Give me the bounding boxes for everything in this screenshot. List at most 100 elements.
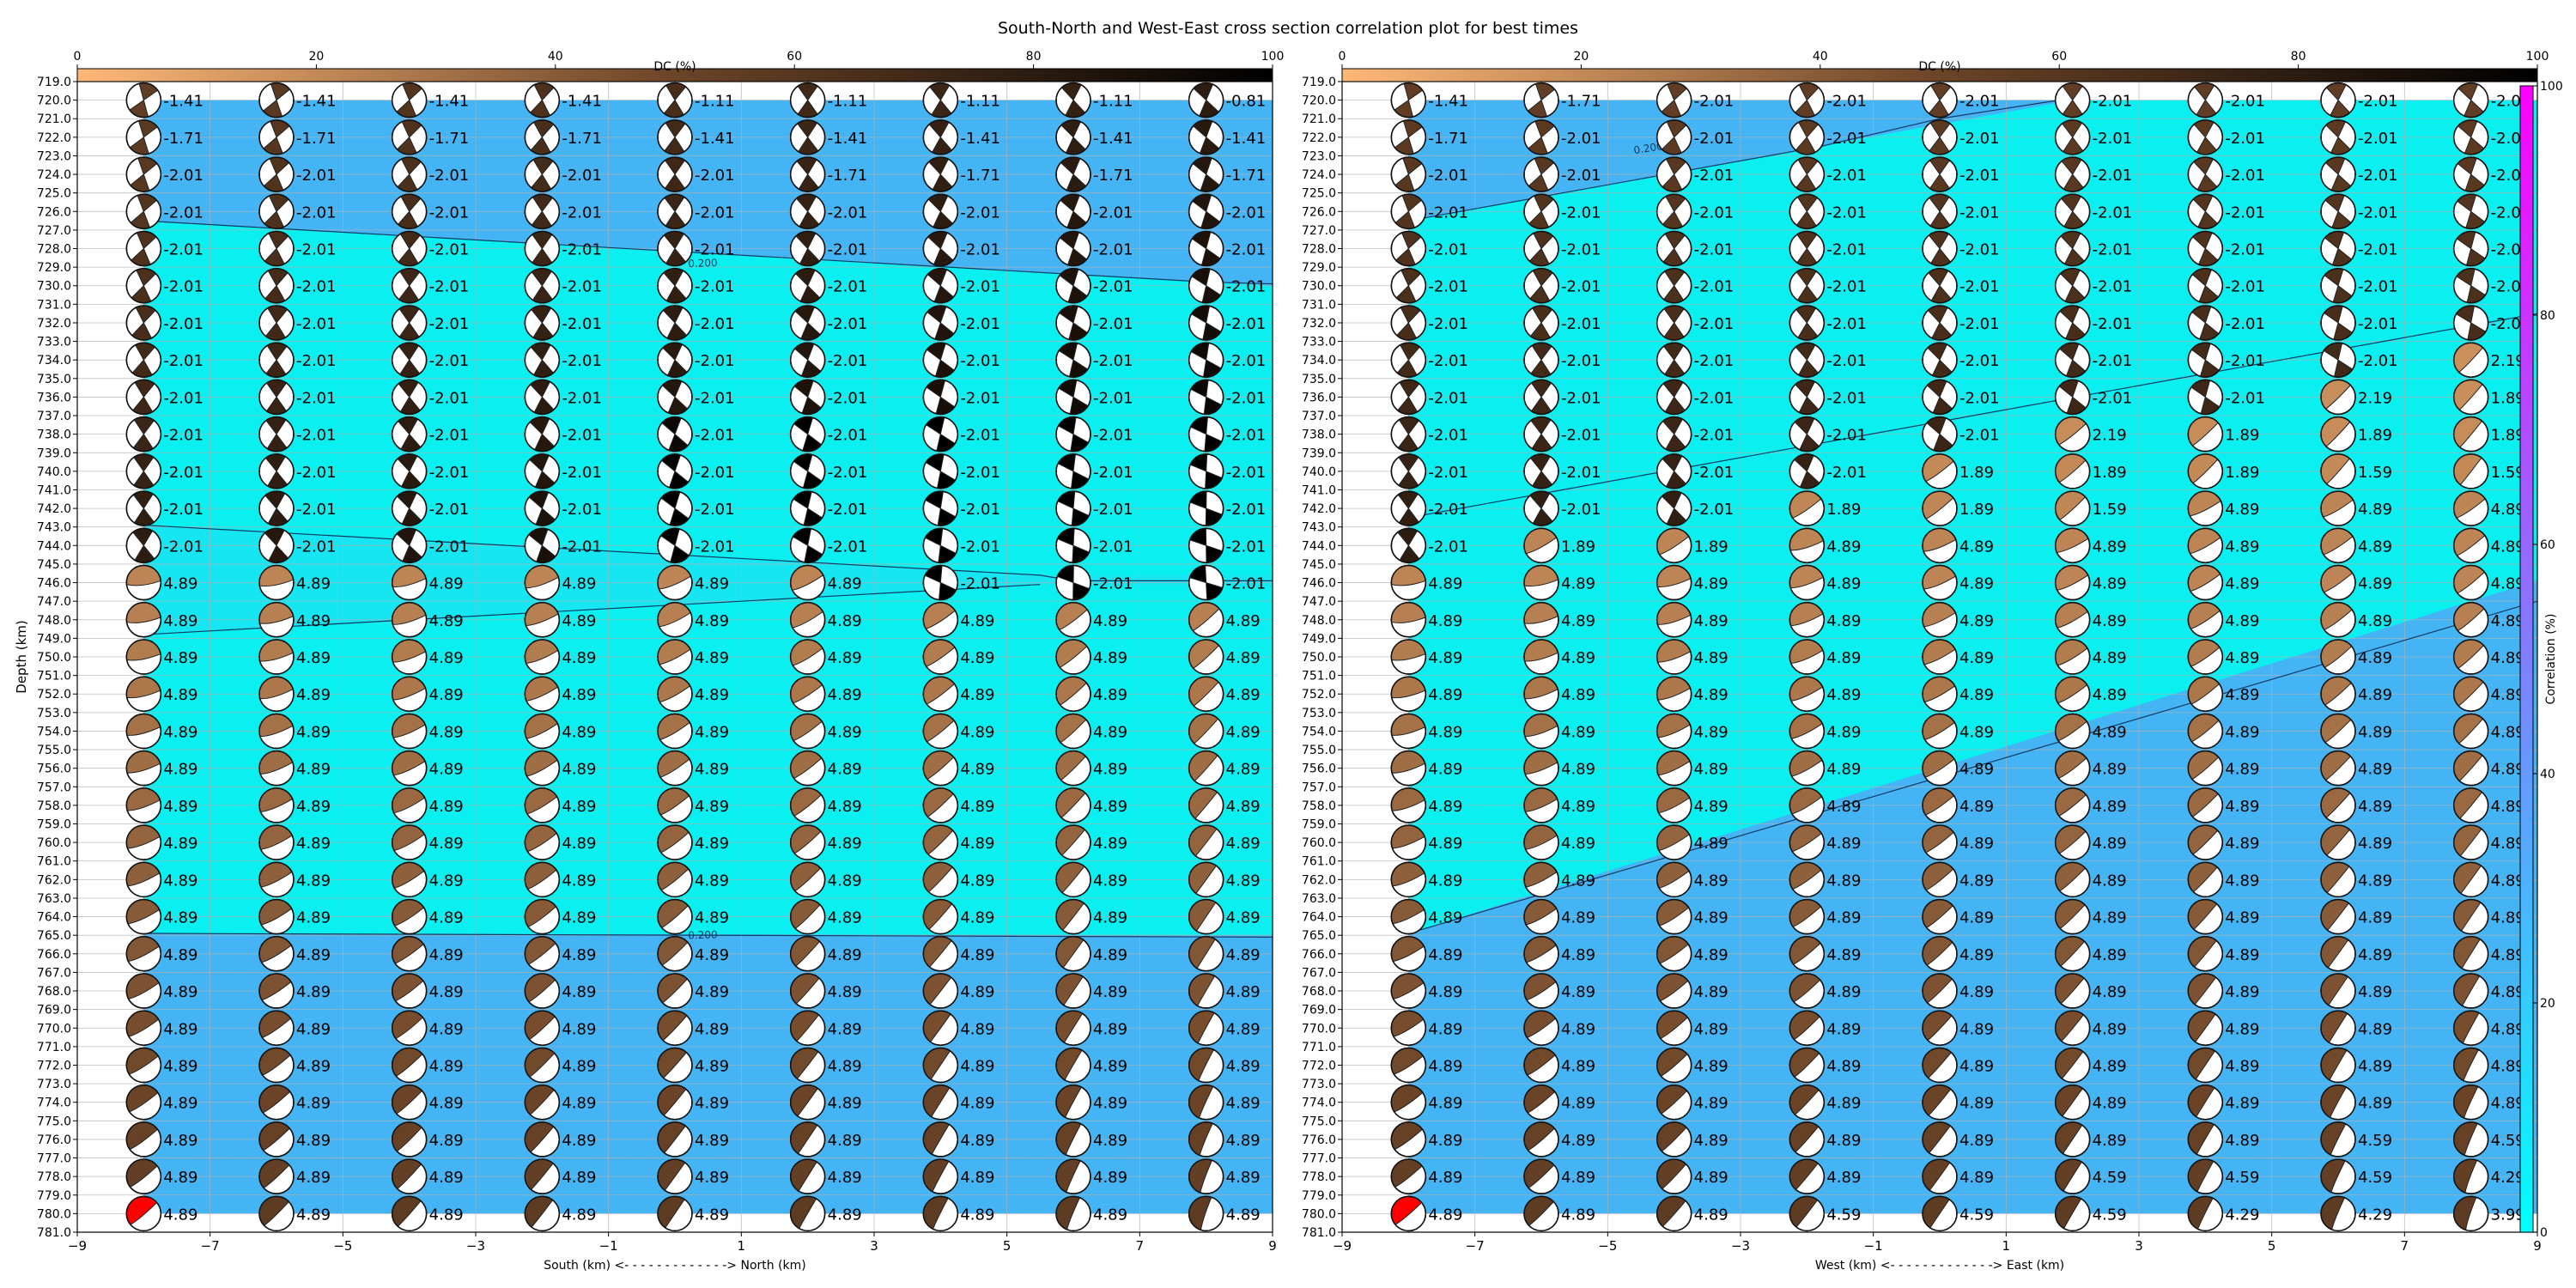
beachball	[1656, 82, 1692, 118]
time-label: -1.41	[1428, 93, 1468, 111]
y-tick-label: 723.0	[1302, 149, 1336, 163]
y-tick-label: 724.0	[37, 168, 71, 182]
time-label: -2.01	[562, 167, 602, 185]
time-label: -1.41	[960, 130, 1000, 148]
time-label: 4.89	[1561, 983, 1595, 1001]
time-label: 4.89	[2491, 872, 2525, 890]
time-label: 4.89	[2358, 649, 2392, 667]
time-label: -2.01	[1959, 130, 2000, 148]
dc-colorbar-tick-label: 80	[2291, 50, 2306, 64]
time-label: -2.01	[828, 427, 868, 445]
time-label: 4.89	[1428, 686, 1462, 704]
beachball	[524, 1195, 561, 1232]
time-label: -2.01	[2093, 352, 2133, 370]
beachball	[789, 1084, 826, 1121]
time-label: 4.89	[2358, 761, 2392, 779]
time-label: 4.89	[1826, 798, 1861, 816]
time-label: -2.01	[2225, 241, 2265, 259]
time-label: 4.89	[562, 1132, 596, 1150]
time-label: -2.01	[1959, 389, 2000, 407]
time-label: 4.89	[828, 835, 862, 853]
time-label: 4.59	[2358, 1132, 2392, 1150]
y-tick-label: 734.0	[1302, 354, 1336, 368]
beachball	[1523, 416, 1559, 453]
time-label: -1.71	[1428, 130, 1468, 148]
x-axis-label: West (km) <- - - - - - - - - - - - -> Ea…	[1815, 1259, 2064, 1273]
beachball	[1922, 1121, 1958, 1157]
dc-colorbar-label: DC (%)	[653, 60, 696, 74]
y-tick-label: 747.0	[1302, 595, 1336, 609]
time-label: 4.89	[1959, 1020, 1994, 1038]
time-label: 4.89	[1561, 575, 1595, 593]
time-label: -2.01	[296, 241, 337, 259]
beachball	[1055, 1084, 1091, 1121]
beachball	[1055, 1121, 1091, 1157]
beachball	[657, 602, 693, 638]
y-tick-label: 747.0	[37, 595, 71, 609]
time-label: -2.01	[1694, 501, 1735, 519]
beachball	[258, 713, 295, 750]
beachball	[524, 824, 561, 860]
time-label: 4.89	[1826, 909, 1861, 927]
beachball	[2320, 1158, 2356, 1194]
beachball	[2187, 267, 2224, 304]
beachball	[391, 713, 428, 750]
time-label: -2.01	[296, 501, 337, 519]
time-label: -2.01	[2358, 204, 2398, 222]
beachball	[391, 156, 428, 192]
beachball	[657, 193, 693, 230]
time-label: 4.89	[1694, 575, 1728, 593]
beachball	[1055, 1010, 1091, 1047]
time-label: -2.01	[1694, 352, 1735, 370]
beachball	[258, 602, 295, 638]
dc-colorbar-tick-label: 60	[2051, 50, 2067, 64]
time-label: 4.89	[2225, 946, 2259, 964]
beachball	[1390, 527, 1427, 564]
time-label: -2.01	[429, 278, 470, 296]
time-label: 4.89	[1561, 612, 1595, 630]
beachball	[1188, 527, 1224, 564]
beachball	[1390, 1121, 1427, 1157]
correlation-colorbar-tick-label: 20	[2540, 997, 2555, 1011]
beachball	[789, 824, 826, 860]
beachball	[1523, 119, 1559, 155]
y-tick-label: 734.0	[37, 354, 71, 368]
beachball	[391, 861, 428, 898]
time-label: 4.89	[960, 835, 994, 853]
time-label: -2.01	[429, 389, 470, 407]
time-label: -1.11	[1093, 93, 1133, 111]
time-label: 4.89	[1226, 872, 1261, 890]
beachball	[391, 602, 428, 638]
beachball	[1390, 1047, 1427, 1084]
beachball	[1789, 973, 1826, 1009]
beachball	[2187, 490, 2224, 526]
beachball	[1188, 676, 1224, 712]
x-tick-label: −7	[1466, 1238, 1485, 1254]
beachball	[1055, 416, 1091, 453]
y-tick-label: 751.0	[1302, 670, 1336, 683]
time-label: 4.89	[429, 835, 464, 853]
beachball	[1789, 1121, 1826, 1157]
time-label: -2.01	[960, 389, 1000, 407]
time-label: 4.89	[296, 983, 331, 1001]
beachball	[2187, 119, 2224, 155]
time-label: -2.01	[1826, 204, 1867, 222]
y-tick-label: 731.0	[1302, 298, 1336, 312]
y-tick-label: 774.0	[1302, 1097, 1336, 1110]
time-label: 1.89	[1826, 501, 1861, 519]
beachball	[1922, 193, 1958, 230]
beachball	[2187, 1047, 2224, 1084]
beachball	[2054, 639, 2091, 675]
time-label: 1.59	[2093, 501, 2127, 519]
beachball	[2054, 82, 2091, 118]
time-label: -1.71	[1226, 167, 1267, 185]
time-label: 4.89	[695, 835, 729, 853]
beachball	[2187, 305, 2224, 341]
time-label: 4.89	[429, 872, 464, 890]
time-label: 4.89	[1428, 1169, 1462, 1187]
correlation-colorbar-bar	[2519, 85, 2534, 1233]
time-label: 4.89	[960, 649, 994, 667]
beachball	[258, 119, 295, 155]
time-label: 4.89	[163, 575, 197, 593]
